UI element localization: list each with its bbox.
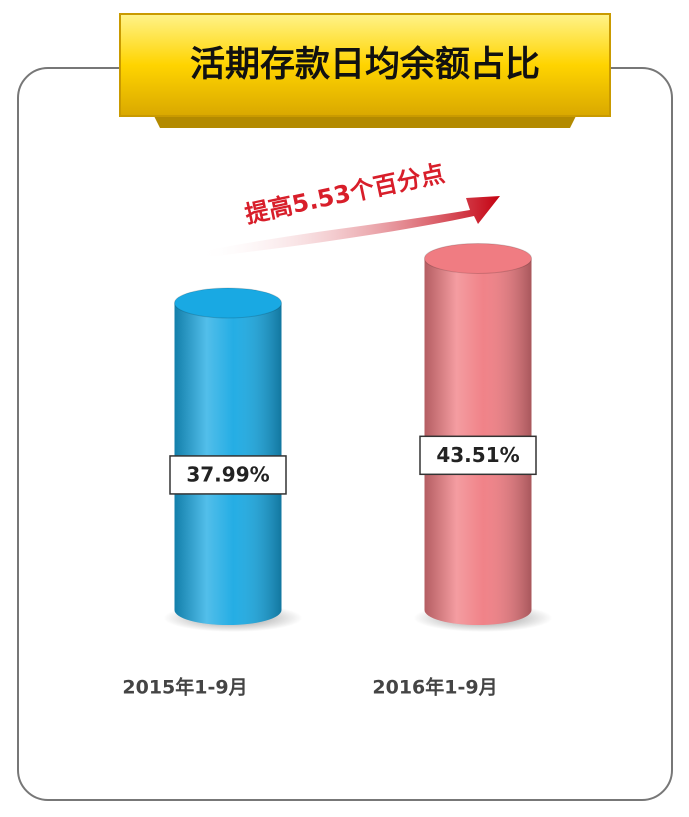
value-label-box — [419, 435, 537, 476]
x-tick-label: 2016年1-9月 — [372, 676, 497, 699]
value-label: 37.99% — [186, 462, 269, 486]
bar-top — [424, 242, 532, 274]
value-label: 43.51% — [436, 443, 519, 467]
trend-arrow — [198, 196, 500, 258]
bar-top — [174, 287, 282, 319]
value-label-box — [169, 455, 287, 495]
x-tick-label: 2015年1-9月 — [122, 676, 247, 699]
chart-title: 活期存款日均余额占比 — [190, 44, 540, 85]
panel — [17, 67, 673, 801]
banner — [119, 13, 611, 117]
